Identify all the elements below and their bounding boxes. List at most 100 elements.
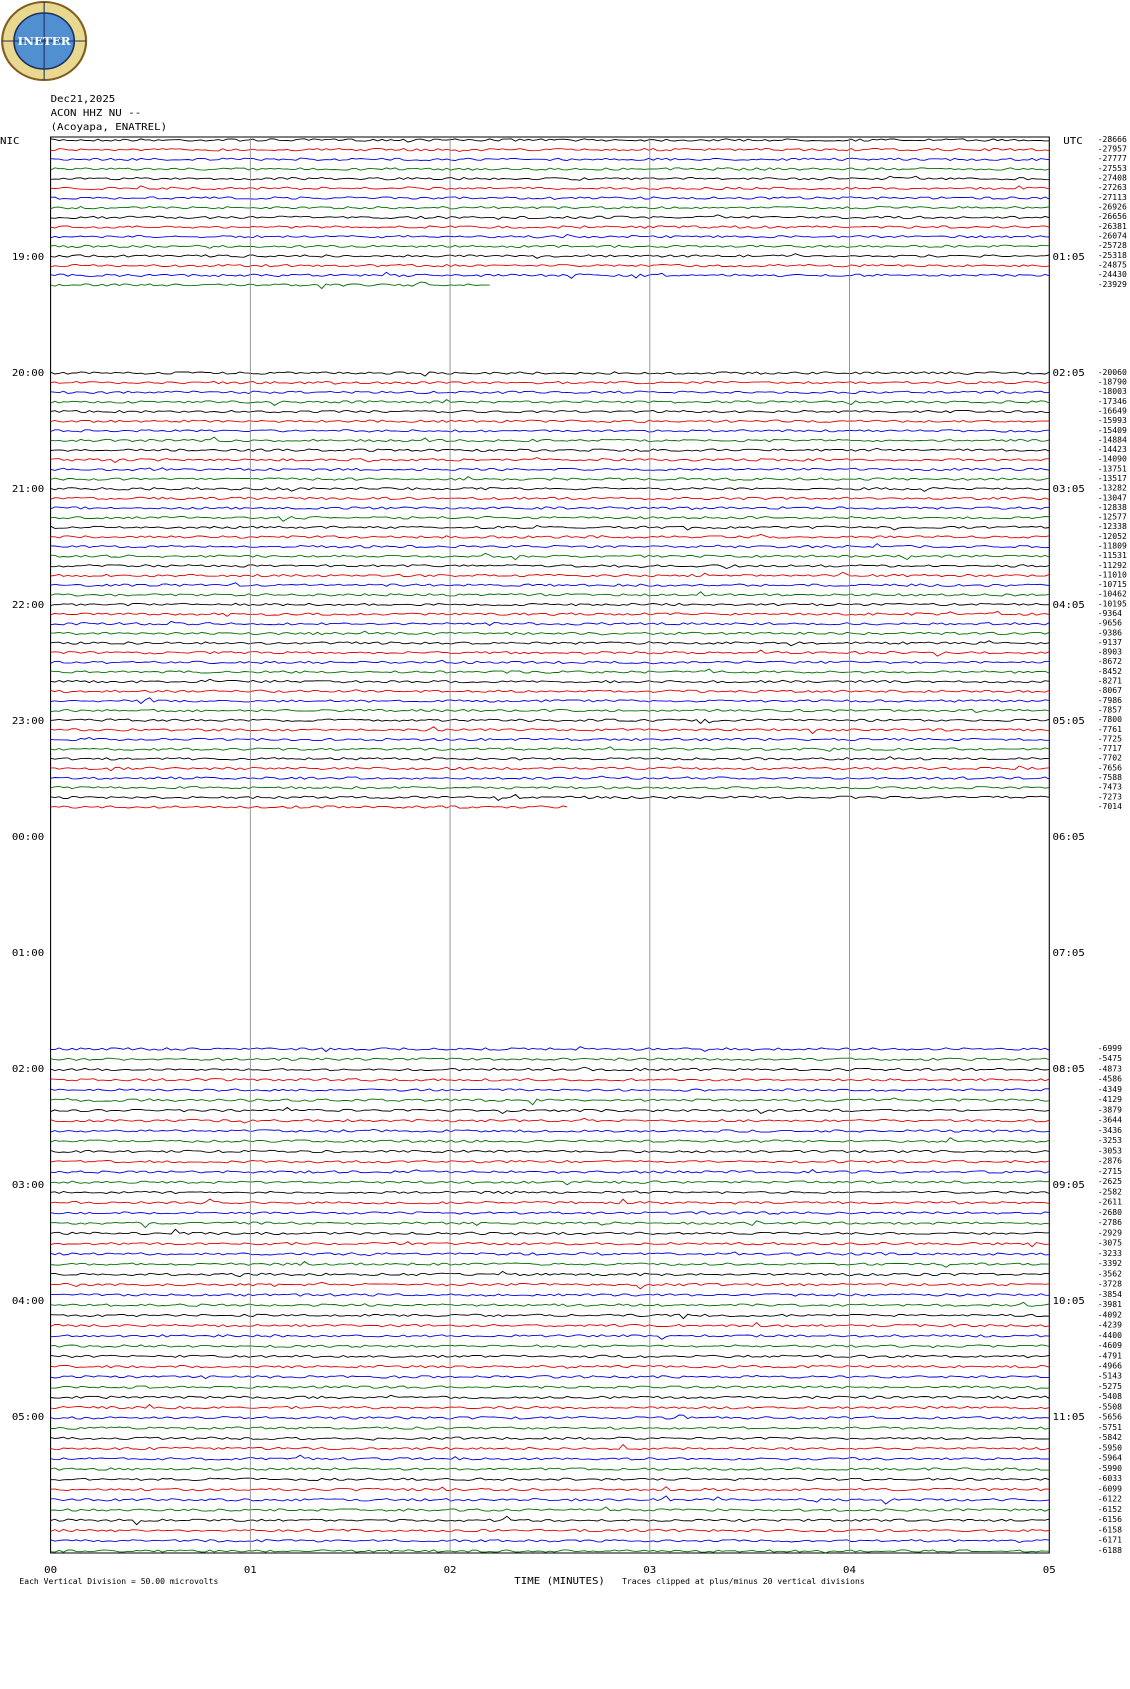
offset-label: -12338 bbox=[1098, 522, 1127, 531]
offset-label: -9137 bbox=[1098, 638, 1123, 647]
trace bbox=[50, 1385, 1050, 1390]
logo-text: INETER bbox=[18, 34, 71, 47]
trace bbox=[50, 591, 1050, 597]
offset-label: -3253 bbox=[1098, 1136, 1123, 1145]
offset-label: -4966 bbox=[1098, 1362, 1123, 1371]
x-tick-label: 04 bbox=[843, 1564, 856, 1576]
trace bbox=[50, 1228, 1050, 1236]
x-tick-label: 01 bbox=[244, 1564, 257, 1576]
trace bbox=[50, 205, 1050, 210]
offset-label: -12577 bbox=[1098, 513, 1127, 522]
offset-label: -6156 bbox=[1098, 1515, 1123, 1524]
left-time: 20:00 bbox=[12, 367, 44, 379]
trace bbox=[50, 409, 1050, 414]
trace bbox=[50, 1364, 1050, 1369]
right-time: 07:05 bbox=[1053, 947, 1085, 959]
trace bbox=[50, 214, 1050, 220]
x-tick-label: 03 bbox=[643, 1564, 656, 1576]
logo: INETER bbox=[1, 1, 88, 81]
offset-label: -3392 bbox=[1098, 1259, 1123, 1268]
trace bbox=[50, 552, 1050, 561]
offset-label: -5275 bbox=[1098, 1382, 1123, 1391]
trace bbox=[50, 785, 1050, 790]
right-time: 05:05 bbox=[1053, 715, 1085, 727]
left-time: 01:00 bbox=[12, 947, 44, 959]
trace bbox=[50, 185, 1050, 190]
offset-label: -5475 bbox=[1098, 1054, 1123, 1063]
trace bbox=[50, 1293, 1050, 1297]
offset-label: -3233 bbox=[1098, 1249, 1123, 1258]
trace bbox=[50, 1066, 1050, 1072]
right-time: 11:05 bbox=[1053, 1411, 1085, 1423]
right-time: 06:05 bbox=[1053, 831, 1085, 843]
offset-label: -6188 bbox=[1098, 1546, 1123, 1555]
trace bbox=[50, 1046, 1050, 1053]
offset-label: -6122 bbox=[1098, 1495, 1123, 1504]
trace bbox=[50, 649, 1050, 657]
offset-label: -11010 bbox=[1098, 571, 1127, 580]
offset-label: -6099 bbox=[1098, 1485, 1123, 1494]
trace bbox=[50, 726, 1050, 735]
offset-label: -27553 bbox=[1098, 164, 1127, 173]
offset-label: -8903 bbox=[1098, 648, 1123, 657]
plot-frame bbox=[50, 136, 1050, 1554]
trace bbox=[50, 1211, 1050, 1215]
trace bbox=[50, 805, 568, 809]
scale-note: Each Vertical Division = 50.00 microvolt… bbox=[19, 1577, 218, 1586]
right-time: 08:05 bbox=[1053, 1063, 1085, 1075]
trace bbox=[50, 1414, 1050, 1420]
offset-label: -3053 bbox=[1098, 1147, 1123, 1156]
offset-label: -17346 bbox=[1098, 397, 1127, 406]
offset-label: -13282 bbox=[1098, 484, 1127, 493]
offset-label: -14423 bbox=[1098, 445, 1127, 454]
offset-label: -4129 bbox=[1098, 1095, 1123, 1104]
offset-label: -10715 bbox=[1098, 580, 1127, 589]
trace bbox=[50, 1528, 1050, 1533]
right-time: 01:05 bbox=[1053, 251, 1085, 263]
offset-label: -9656 bbox=[1098, 619, 1123, 628]
offset-label: -11531 bbox=[1098, 551, 1127, 560]
trace bbox=[50, 1169, 1050, 1174]
offset-label: -2582 bbox=[1098, 1188, 1123, 1197]
offset-label: -3728 bbox=[1098, 1280, 1123, 1289]
trace bbox=[50, 1436, 1050, 1441]
offset-label: -5964 bbox=[1098, 1454, 1123, 1463]
offset-label: -3562 bbox=[1098, 1270, 1123, 1279]
offset-label: -13751 bbox=[1098, 465, 1127, 474]
trace bbox=[50, 746, 1050, 752]
trace bbox=[50, 1106, 1050, 1115]
trace bbox=[50, 467, 1050, 472]
offset-label: -9386 bbox=[1098, 629, 1123, 638]
offset-label: -5508 bbox=[1098, 1403, 1123, 1412]
trace bbox=[50, 1190, 1050, 1195]
trace bbox=[50, 390, 1050, 394]
trace bbox=[50, 1506, 1050, 1512]
offset-label: -2929 bbox=[1098, 1229, 1123, 1238]
trace bbox=[50, 244, 1050, 249]
trace bbox=[50, 1549, 1050, 1554]
offset-label: -3436 bbox=[1098, 1126, 1123, 1135]
offset-label: -4609 bbox=[1098, 1341, 1123, 1350]
x-tick-label: 05 bbox=[1043, 1564, 1056, 1576]
trace bbox=[50, 620, 1050, 626]
offset-label: -7588 bbox=[1098, 773, 1123, 782]
left-time: 19:00 bbox=[12, 251, 44, 263]
x-tick-label: 00 bbox=[44, 1564, 57, 1576]
right-time: 03:05 bbox=[1053, 483, 1085, 495]
offset-label: -6152 bbox=[1098, 1505, 1123, 1514]
trace bbox=[50, 582, 1050, 587]
trace bbox=[50, 447, 1050, 452]
offset-label: -6999 bbox=[1098, 1044, 1123, 1053]
trace bbox=[50, 571, 1050, 578]
offset-label: -8452 bbox=[1098, 667, 1123, 676]
trace bbox=[50, 765, 1050, 772]
right-time: 04:05 bbox=[1053, 599, 1085, 611]
trace bbox=[50, 175, 1050, 181]
trace bbox=[50, 1281, 1050, 1290]
offset-label: -4092 bbox=[1098, 1311, 1123, 1320]
trace bbox=[50, 1260, 1050, 1268]
offset-label: -24430 bbox=[1098, 271, 1127, 280]
trace bbox=[50, 1078, 1050, 1082]
trace bbox=[50, 533, 1050, 539]
left-time: 00:00 bbox=[12, 831, 44, 843]
